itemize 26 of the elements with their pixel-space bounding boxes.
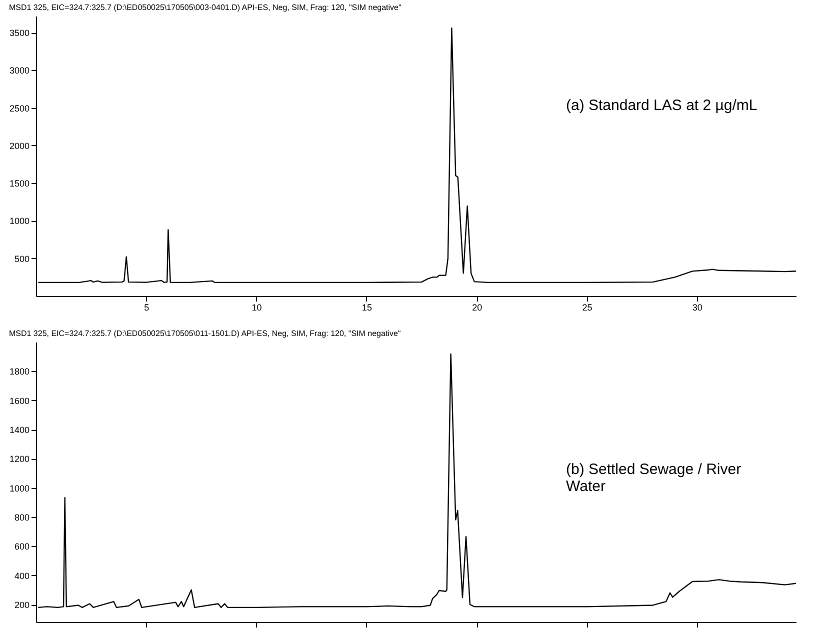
y-tick-label: 1200 — [9, 454, 30, 464]
y-tick-label: 200 — [14, 600, 30, 610]
y-tick-label: 800 — [14, 512, 30, 522]
y-tick-label: 1500 — [9, 178, 30, 189]
x-tick-label: 20 — [472, 302, 482, 312]
y-tick-label: 3000 — [9, 66, 30, 76]
y-tick-label: 1000 — [9, 216, 30, 226]
chart-title: MSD1 325, EIC=324.7:325.7 (D:\ED050025\170505\003-0401.D) API-ES, Neg, SIM, Frag: 120, "SIM negative" — [8, 3, 402, 12]
x-tick-label: 30 — [692, 302, 702, 312]
x-tick-label: 10 — [252, 302, 262, 312]
y-tick-label: 1600 — [9, 396, 30, 406]
chart-title: MSD1 325, EIC=324.7:325.7 (D:\ED050025\170505\011-1501.D) API-ES, Neg, SIM, Frag: 120, "SIM negative" — [8, 329, 401, 338]
annotation: (a) Standard LAS at 2 µg/mL — [566, 97, 758, 114]
y-tick-label: 2500 — [9, 103, 30, 114]
y-tick-label: 400 — [14, 570, 30, 581]
y-tick-label: 3500 — [9, 28, 30, 38]
x-tick-label: 15 — [362, 302, 372, 312]
x-tick-label: 25 — [582, 302, 592, 312]
annotation: (b) Settled Sewage / River Water — [566, 461, 742, 495]
y-tick-label: 500 — [14, 254, 30, 264]
y-tick-label: 600 — [14, 542, 30, 552]
y-tick-label: 1400 — [9, 425, 30, 435]
y-tick-label: 1800 — [9, 366, 30, 377]
y-tick-label: 1000 — [9, 483, 30, 494]
y-tick-label: 2000 — [9, 140, 30, 151]
x-tick-label: 5 — [144, 302, 150, 312]
